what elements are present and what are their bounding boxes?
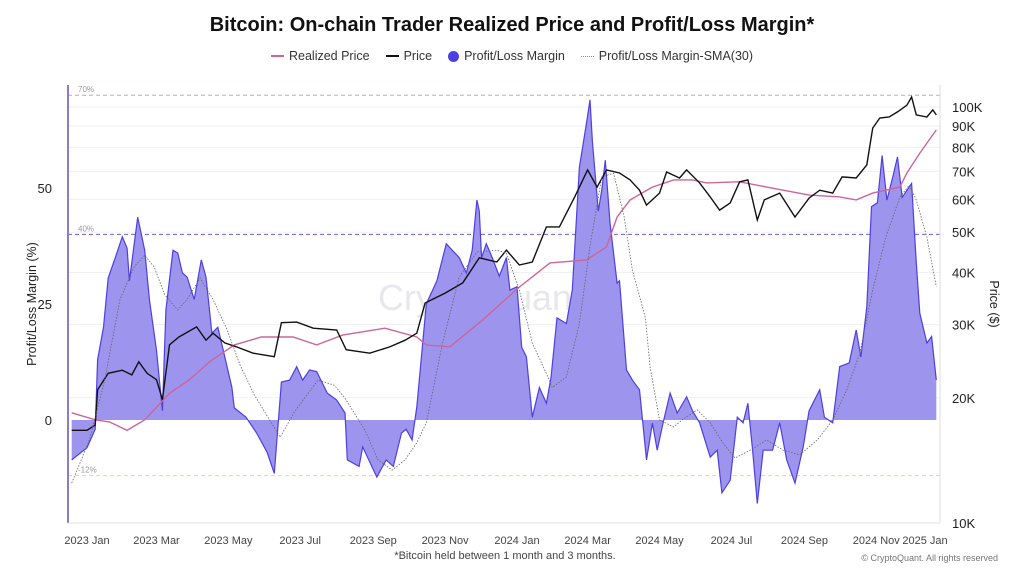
y-right-tick-label: 70K — [952, 164, 975, 179]
y-left-tick-label: 25 — [38, 297, 52, 312]
x-tick-label: 2024 Jan — [494, 535, 539, 547]
sma-swatch — [580, 55, 594, 57]
sma-line — [71, 172, 937, 484]
realized-price-swatch — [270, 55, 284, 57]
legend-item-price[interactable]: Price — [385, 49, 433, 63]
y-right-tick-label: 20K — [952, 391, 975, 406]
y-right-tick-label: 80K — [952, 140, 975, 155]
price-swatch — [385, 55, 399, 57]
x-tick-label: 2023 Jan — [64, 535, 109, 547]
legend-label: Profit/Loss Margin — [464, 49, 565, 63]
price-line — [71, 95, 937, 431]
chart-title: Bitcoin: On-chain Trader Realized Price … — [209, 14, 815, 36]
legend: Realized Price Price Profit/Loss Margin … — [0, 49, 1024, 63]
y-axis-left-title: Profit/Loss Margin (%) — [25, 242, 39, 366]
legend-item-realized-price[interactable]: Realized Price — [270, 49, 370, 63]
y-left-tick-label: 50 — [38, 181, 52, 196]
legend-label: Profit/Loss Margin-SMA(30) — [598, 49, 754, 63]
x-tick-label: 2023 Mar — [133, 535, 180, 547]
x-tick-label: 2025 Jan — [902, 535, 947, 547]
x-tick-label: 2023 Jul — [279, 535, 321, 547]
x-tick-label: 2024 Mar — [564, 535, 611, 547]
y-right-tick-label: 100K — [952, 100, 983, 115]
margin-line — [71, 99, 937, 504]
copyright: © CryptoQuant. All rights reserved — [861, 553, 998, 563]
reference-line-label: 70% — [78, 85, 94, 94]
y-right-tick-label: 40K — [952, 266, 975, 281]
x-tick-label: 2024 Jul — [711, 535, 753, 547]
x-tick-label: 2023 Sep — [350, 535, 397, 547]
x-tick-label: 2024 Nov — [853, 535, 901, 547]
x-tick-label: 2024 May — [635, 535, 684, 547]
margin-swatch — [448, 50, 460, 62]
legend-item-margin[interactable]: Profit/Loss Margin — [448, 49, 565, 63]
y-left-tick-label: 0 — [45, 413, 52, 428]
x-tick-label: 2024 Sep — [781, 535, 828, 547]
y-right-tick-label: 10K — [952, 516, 975, 531]
y-right-tick-label: 30K — [952, 318, 975, 333]
reference-line-label: 40% — [78, 224, 94, 233]
x-tick-label: 2023 May — [204, 535, 253, 547]
x-tick-label: 2023 Nov — [422, 535, 470, 547]
y-right-tick-label: 60K — [952, 192, 975, 207]
realized-price-line — [71, 129, 937, 432]
reference-line-label: -12% — [78, 466, 97, 475]
footnote: *Bitcoin held between 1 month and 3 mont… — [394, 550, 616, 562]
legend-label: Price — [403, 49, 433, 63]
y-axis-right-title: Price ($) — [987, 280, 1001, 327]
legend-item-sma[interactable]: Profit/Loss Margin-SMA(30) — [580, 49, 754, 63]
legend-label: Realized Price — [288, 49, 370, 63]
y-right-tick-label: 90K — [952, 119, 975, 134]
y-right-tick-label: 50K — [952, 225, 975, 240]
